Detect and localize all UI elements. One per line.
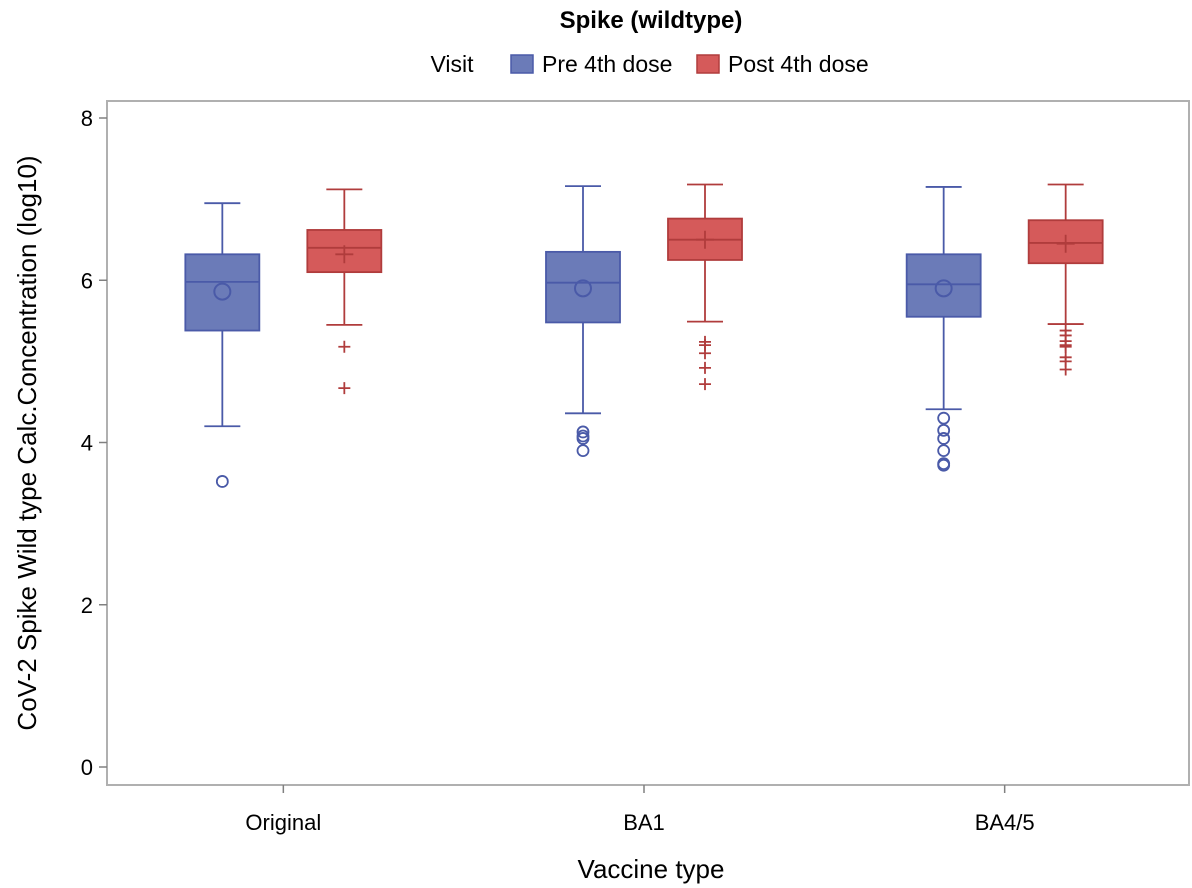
- outlier-point: [576, 425, 590, 439]
- legend-swatch-pre: [510, 54, 534, 74]
- y-tick-label: 2: [81, 593, 93, 618]
- outlier-point: [215, 475, 229, 488]
- y-tick-label: 6: [81, 268, 93, 293]
- legend: Visit Pre 4th dose Post 4th dose: [430, 51, 868, 77]
- outlier-point: [576, 432, 590, 445]
- x-axis-label: Vaccine type: [578, 854, 725, 884]
- x-tick-label: BA4/5: [975, 810, 1035, 835]
- box-group-post-4th-dose-original: [306, 188, 383, 395]
- outlier-point: [1059, 363, 1072, 376]
- outlier-point: [1059, 340, 1072, 353]
- outlier-point: [937, 432, 951, 445]
- mean-marker: [213, 282, 232, 301]
- legend-swatch-post: [696, 54, 720, 74]
- outlier-point: [699, 361, 711, 374]
- outlier-point: [576, 444, 590, 458]
- mean-marker: [696, 230, 714, 249]
- y-tick-label: 0: [81, 755, 93, 780]
- mean-marker: [1056, 234, 1075, 253]
- y-tick-label: 8: [81, 106, 93, 131]
- box-group-post-4th-dose-ba1: [667, 183, 743, 391]
- iqr-box: [905, 253, 982, 318]
- outlier-point: [699, 347, 711, 360]
- iqr-box: [545, 250, 621, 324]
- mean-marker: [934, 279, 953, 298]
- box-group-pre-4th-dose-original: [184, 202, 261, 488]
- y-axis: 0 2 4 6 8: [81, 106, 107, 780]
- mean-marker: [335, 245, 354, 264]
- box-group-post-4th-dose-ba4-5: [1027, 183, 1104, 376]
- outlier-point: [937, 444, 951, 458]
- x-tick-label: BA1: [623, 810, 665, 835]
- legend-label-post: Post 4th dose: [728, 51, 869, 77]
- outlier-point: [338, 382, 351, 395]
- legend-title: Visit: [430, 51, 474, 77]
- outlier-point: [937, 411, 951, 425]
- mean-marker: [574, 279, 592, 298]
- outlier-point: [338, 340, 351, 353]
- outlier-point: [699, 378, 711, 391]
- y-tick-label: 4: [81, 431, 93, 456]
- x-axis: Original BA1 BA4/5: [245, 785, 1035, 835]
- x-tick-label: Original: [245, 810, 321, 835]
- iqr-box: [184, 253, 261, 332]
- outlier-point: [937, 458, 951, 472]
- box-group-pre-4th-dose-ba1: [545, 185, 621, 458]
- y-axis-label: CoV-2 Spike Wild type Calc.Concentration…: [12, 155, 42, 730]
- box-group-pre-4th-dose-ba4-5: [905, 186, 982, 472]
- legend-label-pre: Pre 4th dose: [542, 51, 672, 77]
- chart-title: Spike (wildtype): [560, 7, 743, 34]
- outlier-point: [937, 423, 951, 437]
- box-groups: [184, 183, 1104, 488]
- plot-area-frame: [106, 100, 1190, 786]
